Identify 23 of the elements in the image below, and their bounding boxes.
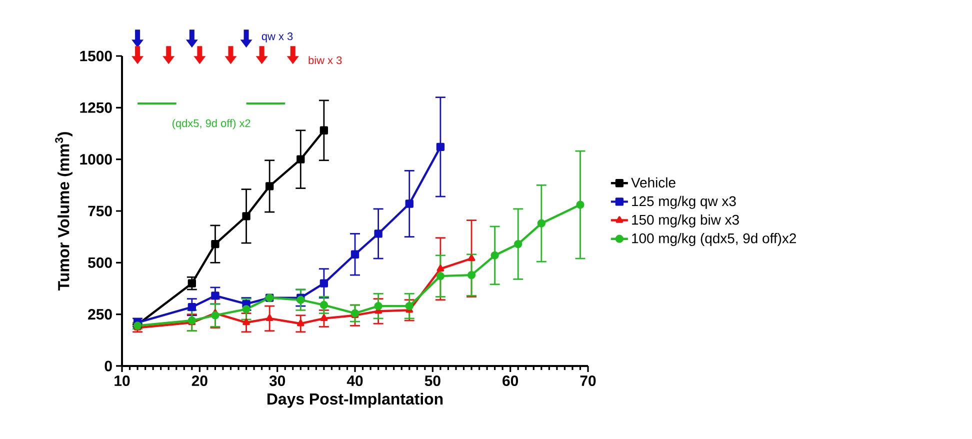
legend-label: 125 mg/kg qw x3 xyxy=(632,196,736,209)
x-tick-label: 30 xyxy=(269,375,286,386)
y-tick-label: 250 xyxy=(88,309,112,320)
annotation: (qdx5, 9d off) x2 xyxy=(172,119,250,130)
x-tick-label: 60 xyxy=(502,375,518,386)
y-tick-label: 0 xyxy=(104,360,112,372)
x-tick-label: 20 xyxy=(192,375,208,386)
legend-label: 100 mg/kg (qdx5, 9d off)x2 xyxy=(632,233,796,246)
y-tick-label: 1250 xyxy=(80,102,112,113)
x-tick-label: 70 xyxy=(580,375,596,386)
x-tick-label: 40 xyxy=(346,375,363,386)
legend-label: 150 mg/kg biw x3 xyxy=(632,214,739,228)
y-tick-label: 1500 xyxy=(80,50,112,62)
text: qw x 3 xyxy=(262,32,293,42)
legend-label: Vehicle xyxy=(631,177,676,188)
x-axis-title: Days Post-Implantation xyxy=(268,392,443,408)
x-tick-label: 10 xyxy=(114,375,130,386)
y-tick-label: 1000 xyxy=(80,154,112,165)
y-axis-title: Tumor Volume (mm$^{3}$) xyxy=(55,132,72,290)
y-tick-label: 750 xyxy=(88,206,112,216)
annotation: biw x 3 xyxy=(308,56,342,64)
y-tick-label: 500 xyxy=(88,257,112,268)
x-tick-label: 50 xyxy=(424,375,440,386)
